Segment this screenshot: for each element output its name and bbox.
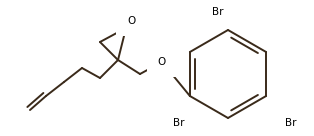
Text: Br: Br xyxy=(212,7,224,17)
Text: O: O xyxy=(158,57,166,67)
Text: O: O xyxy=(127,16,135,26)
Text: Br: Br xyxy=(174,118,185,128)
Text: Br: Br xyxy=(285,118,296,128)
